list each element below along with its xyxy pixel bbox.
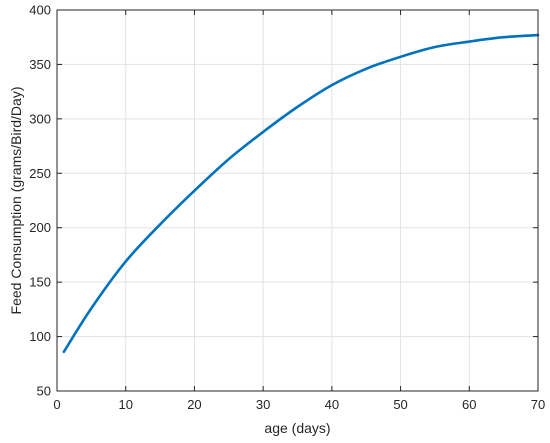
y-tick-label: 200 [29,220,51,235]
grid [56,9,539,392]
series-layer [62,33,540,354]
x-tick-label: 30 [256,397,270,412]
x-tick-label: 50 [393,397,407,412]
x-tick-label: 40 [325,397,339,412]
x-axis-label: age (days) [264,420,330,436]
y-tick-label: 150 [29,275,51,290]
x-tick-labels: 0 10 20 30 40 50 60 70 [53,397,545,412]
y-tick-labels: 50 100 150 200 250 300 350 400 [29,3,51,399]
x-tick-label: 60 [462,397,476,412]
y-tick-label: 350 [29,57,51,72]
y-tick-label: 100 [29,329,51,344]
y-tick-label: 250 [29,166,51,181]
tick-marks [56,9,539,392]
x-tick-label: 0 [53,397,60,412]
y-axis-label: Feed Consumption (grams/Bird/Day) [8,87,24,315]
x-tick-label: 10 [118,397,132,412]
plot-frame [56,9,539,392]
y-tick-label: 400 [29,3,51,18]
y-tick-label: 50 [37,384,51,399]
series-line [62,33,540,354]
x-tick-label: 20 [187,397,201,412]
x-tick-label: 70 [531,397,545,412]
y-tick-label: 300 [29,111,51,126]
